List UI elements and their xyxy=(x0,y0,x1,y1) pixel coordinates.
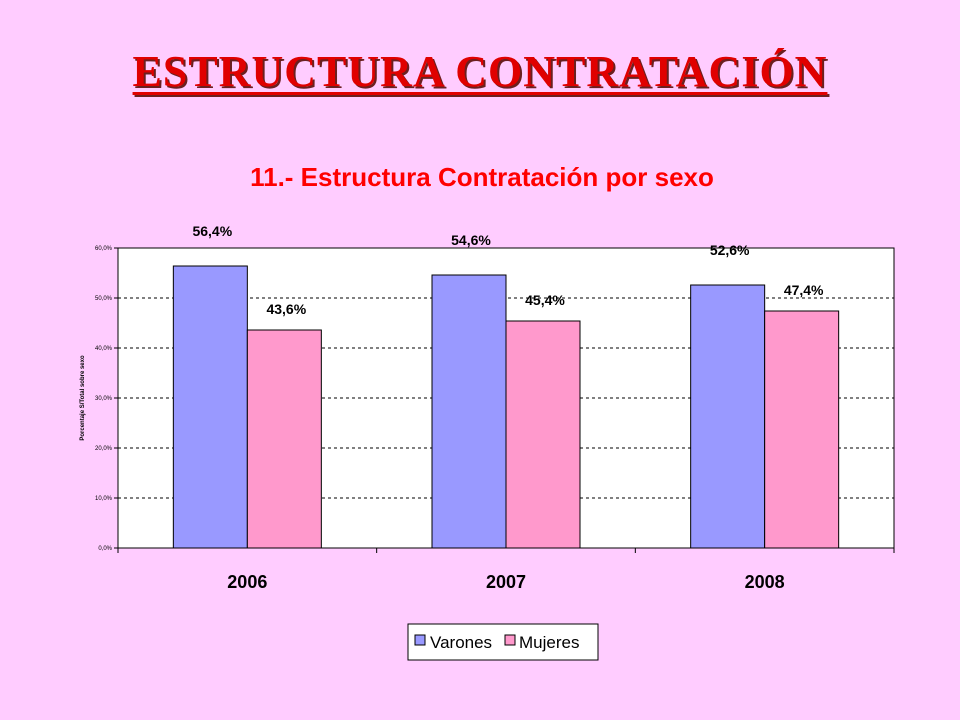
x-category-label: 2008 xyxy=(745,572,785,592)
x-category-label: 2006 xyxy=(227,572,267,592)
y-tick-label: 10,0% xyxy=(95,496,113,502)
y-tick-label: 20,0% xyxy=(95,446,113,452)
legend: Varones Mujeres xyxy=(407,623,599,661)
data-labels: 56,4% 43,6% 54,6% 45,4% 52,6% 47,4% xyxy=(192,223,824,317)
slide-title: ESTRUCTURA CONTRATACIÓN xyxy=(132,47,828,96)
y-tick-label: 0,0% xyxy=(98,546,112,552)
y-tick-label: 40,0% xyxy=(95,346,113,352)
y-axis-label: Porcentaje S/Total sobre sexo xyxy=(80,355,86,441)
bar-mujeres-2007 xyxy=(505,320,581,549)
data-label-mujeres-2006: 43,6% xyxy=(266,301,306,317)
legend-label-mujeres: Mujeres xyxy=(519,633,579,652)
bars xyxy=(172,265,840,549)
data-label-mujeres-2007: 45,4% xyxy=(525,292,565,308)
y-tick-label: 60,0% xyxy=(95,246,113,252)
data-label-varones-2008: 52,6% xyxy=(710,242,750,258)
legend-box xyxy=(407,623,599,661)
bar-mujeres-2006 xyxy=(246,329,322,549)
bar-varones-2008 xyxy=(690,284,766,549)
data-label-varones-2007: 54,6% xyxy=(451,232,491,248)
legend-swatch-mujeres xyxy=(504,634,516,646)
y-tick-label: 50,0% xyxy=(95,296,113,302)
x-category-label: 2007 xyxy=(486,572,526,592)
chart-title: 11.- Estructura Contratación por sexo xyxy=(250,162,714,192)
y-tick-label: 30,0% xyxy=(95,396,113,402)
data-label-varones-2006: 56,4% xyxy=(192,223,232,239)
axes: 0,0% 10,0% 20,0% 30,0% 40,0% 50,0% 60,0% 2006 20… xyxy=(95,246,895,592)
bar-mujeres-2008 xyxy=(764,310,840,549)
bar-varones-2006 xyxy=(172,265,248,549)
bar-varones-2007 xyxy=(431,274,507,549)
legend-swatch-varones xyxy=(414,634,426,646)
data-label-mujeres-2008: 47,4% xyxy=(784,282,824,298)
legend-label-varones: Varones xyxy=(430,633,492,652)
